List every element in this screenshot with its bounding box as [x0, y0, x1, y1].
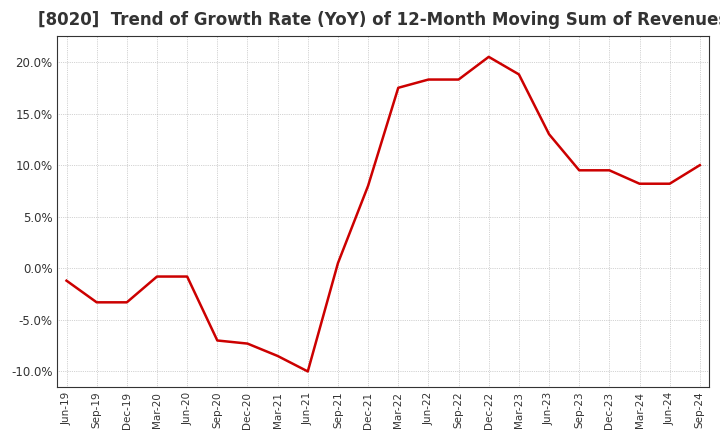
Title: [8020]  Trend of Growth Rate (YoY) of 12-Month Moving Sum of Revenues: [8020] Trend of Growth Rate (YoY) of 12-… — [38, 11, 720, 29]
